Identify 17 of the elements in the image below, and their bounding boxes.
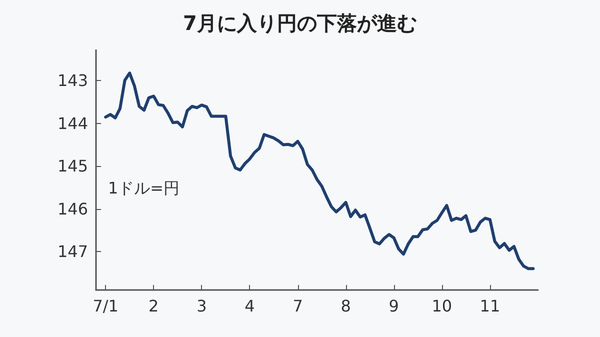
x-tick-label: 10: [432, 296, 452, 316]
x-tick-label: 9: [388, 296, 399, 316]
y-tick-label: 145: [57, 156, 88, 176]
y-tick-label: 147: [57, 242, 88, 262]
x-tick-label: 7: [292, 296, 303, 316]
x-tick-label: 7/1: [92, 296, 118, 316]
chart-title: 7月に入り円の下落が進む: [183, 11, 417, 35]
line-series: [104, 72, 535, 270]
y-tick-label: 143: [57, 71, 88, 90]
x-tick-label: 11: [480, 296, 500, 316]
annotation: 1ドル=円: [108, 178, 180, 198]
y-tick-label: 146: [57, 199, 88, 218]
x-tick-label: 3: [196, 296, 207, 316]
x-tick-label: 2: [148, 296, 159, 316]
y-tick-label: 144: [57, 114, 88, 133]
x-tick-label: 4: [244, 296, 255, 316]
x-tick-label: 8: [340, 296, 351, 316]
